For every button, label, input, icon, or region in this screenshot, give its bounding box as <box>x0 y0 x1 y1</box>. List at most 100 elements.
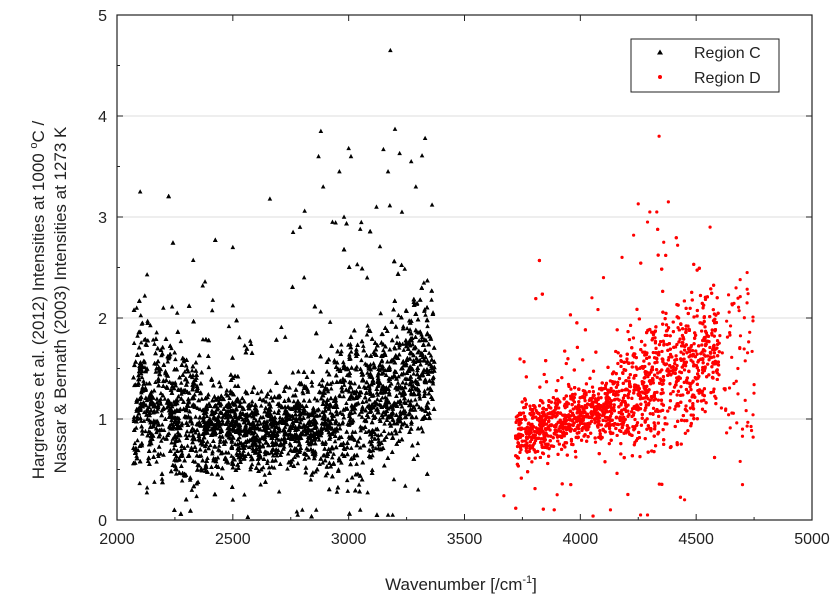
point-region-c <box>201 410 207 415</box>
point-region-c <box>397 428 403 434</box>
point-region-c <box>293 415 299 421</box>
point-region-c <box>348 349 354 354</box>
point-region-c <box>408 398 414 403</box>
point-region-c <box>419 153 425 158</box>
point-region-c <box>417 394 422 399</box>
point-region-c <box>371 361 376 366</box>
point-region-c <box>401 347 407 352</box>
point-region-c <box>134 413 140 419</box>
point-region-c <box>154 459 159 464</box>
point-region-c <box>419 334 425 340</box>
point-region-c <box>152 479 157 484</box>
point-region-c <box>237 334 242 340</box>
point-region-c <box>133 425 139 430</box>
point-region-c <box>323 473 329 478</box>
point-region-c <box>341 382 347 387</box>
point-region-c <box>300 390 306 396</box>
point-region-c <box>410 341 416 347</box>
point-region-c <box>313 469 318 474</box>
point-region-c <box>414 355 419 361</box>
point-region-c <box>344 400 349 406</box>
point-region-c <box>344 372 350 377</box>
data-points <box>131 47 756 519</box>
point-region-c <box>141 378 146 383</box>
point-region-c <box>134 453 139 458</box>
point-region-c <box>162 396 168 401</box>
point-region-c <box>216 379 222 385</box>
point-region-c <box>408 390 414 395</box>
point-region-c <box>429 297 434 302</box>
point-region-c <box>329 455 335 460</box>
point-region-c <box>139 431 145 436</box>
point-region-c <box>210 297 216 302</box>
point-region-c <box>377 243 383 249</box>
point-region-c <box>422 307 427 312</box>
point-region-c <box>403 380 409 386</box>
point-region-c <box>359 414 365 419</box>
point-region-c <box>324 369 330 374</box>
point-region-c <box>209 471 215 476</box>
point-region-c <box>423 312 428 317</box>
point-region-c <box>167 379 173 384</box>
point-region-c <box>427 361 433 366</box>
point-region-c <box>148 322 153 328</box>
point-region-c <box>336 436 341 441</box>
point-region-c <box>210 449 215 454</box>
point-region-c <box>154 396 160 401</box>
point-region-c <box>339 460 344 465</box>
point-region-c <box>328 410 333 415</box>
point-region-c <box>178 380 184 385</box>
point-region-c <box>195 405 201 411</box>
point-region-c <box>284 384 289 389</box>
point-region-c <box>417 396 423 401</box>
point-region-c <box>370 444 376 449</box>
point-region-c <box>375 396 380 402</box>
point-region-c <box>354 261 360 267</box>
point-region-c <box>265 458 271 463</box>
point-region-c <box>158 451 163 456</box>
point-region-c <box>131 416 137 422</box>
point-region-c <box>201 414 207 419</box>
point-region-c <box>271 465 277 470</box>
point-region-c <box>143 428 148 434</box>
point-region-c <box>147 380 152 386</box>
point-region-c <box>415 452 420 458</box>
point-region-c <box>262 451 268 457</box>
point-region-c <box>161 452 166 457</box>
point-region-c <box>270 398 276 403</box>
point-region-c <box>247 338 253 343</box>
point-region-c <box>349 445 354 450</box>
point-region-c <box>268 395 274 400</box>
point-region-c <box>364 332 370 337</box>
point-region-c <box>344 477 350 483</box>
point-region-c <box>200 336 206 342</box>
point-region-c <box>171 446 177 451</box>
point-region-c <box>365 490 370 495</box>
point-region-c <box>415 367 420 373</box>
point-region-c <box>217 439 223 444</box>
point-region-c <box>379 331 385 337</box>
point-region-c <box>183 432 189 437</box>
point-region-c <box>138 340 144 345</box>
point-region-c <box>137 480 142 486</box>
point-region-c <box>428 353 434 358</box>
point-region-c <box>152 341 157 346</box>
point-region-c <box>403 414 409 419</box>
point-region-c <box>346 342 351 347</box>
point-region-c <box>311 412 316 418</box>
point-region-c <box>360 404 365 409</box>
point-region-c <box>216 443 222 448</box>
point-region-c <box>188 475 193 481</box>
point-region-c <box>216 447 221 452</box>
point-region-c <box>294 509 300 514</box>
point-region-c <box>291 398 297 404</box>
point-region-c <box>186 433 192 438</box>
point-region-c <box>326 418 331 423</box>
point-region-c <box>340 376 346 381</box>
point-region-c <box>288 462 294 467</box>
point-region-c <box>143 402 149 408</box>
point-region-c <box>249 399 255 404</box>
point-region-c <box>375 432 381 438</box>
point-region-c <box>193 448 199 453</box>
point-region-c <box>178 391 184 396</box>
